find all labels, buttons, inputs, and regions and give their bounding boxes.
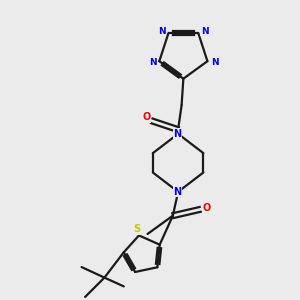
Text: N: N: [173, 187, 181, 197]
Text: N: N: [158, 27, 166, 36]
Text: O: O: [142, 112, 151, 122]
Text: N: N: [149, 58, 157, 68]
Text: N: N: [211, 58, 218, 68]
Text: O: O: [202, 202, 211, 213]
Text: N: N: [201, 27, 208, 36]
Text: S: S: [134, 224, 141, 234]
Text: N: N: [173, 129, 181, 139]
